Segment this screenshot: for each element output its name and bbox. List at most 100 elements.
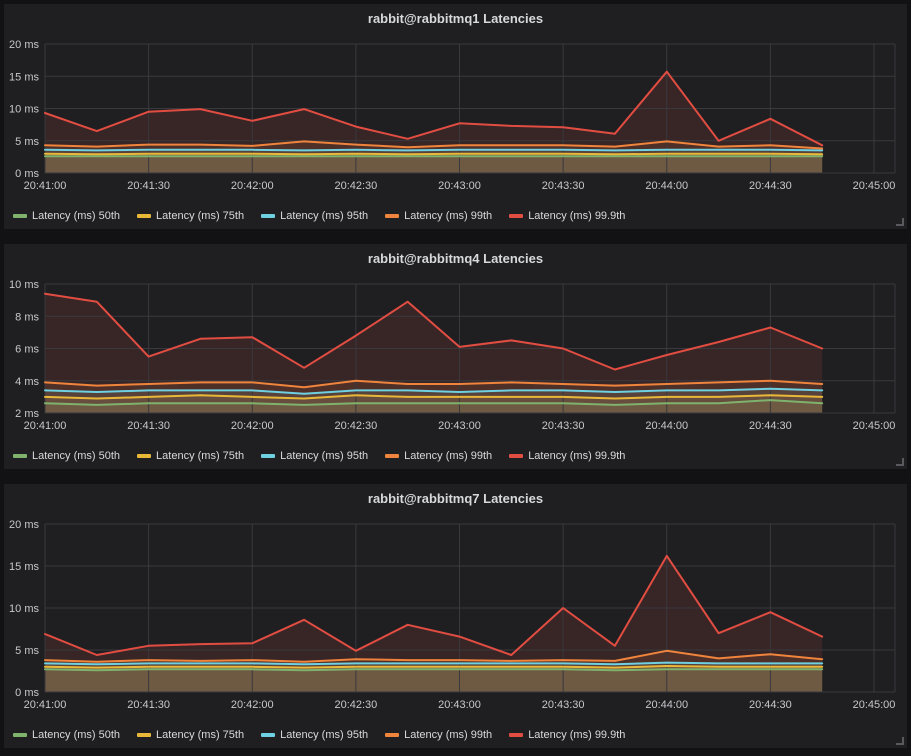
x-tick-label: 20:44:30 [749, 180, 792, 192]
legend-item-latency-ms-99th[interactable]: Latency (ms) 99th [385, 210, 492, 222]
y-tick-label: 0 ms [15, 687, 39, 699]
legend-label: Latency (ms) 99th [404, 210, 493, 222]
line-latency-ms-99th [44, 379, 824, 389]
legend-item-latency-ms-50th[interactable]: Latency (ms) 50th [13, 450, 120, 462]
legend-label: Latency (ms) 50th [32, 210, 121, 222]
y-tick-label: 10 ms [9, 104, 39, 116]
chart-legend: Latency (ms) 50th Latency (ms) 75th Latenc… [4, 722, 907, 748]
area-latency-ms-99-9th [45, 71, 823, 173]
panel-resize-handle-icon[interactable] [896, 218, 904, 226]
x-tick-label: 20:43:00 [438, 180, 481, 192]
legend-item-latency-ms-75th[interactable]: Latency (ms) 75th [137, 210, 244, 222]
legend-item-latency-ms-95th[interactable]: Latency (ms) 95th [261, 450, 368, 462]
panel-rabbitmq7-latencies: rabbit@rabbitmq7 Latencies 0 ms 5 ms 10 ms… [4, 484, 907, 748]
legend-item-latency-ms-95th[interactable]: Latency (ms) 95th [261, 210, 368, 222]
x-tick-label: 20:42:30 [334, 699, 377, 711]
legend-label: Latency (ms) 99th [404, 450, 493, 462]
x-tick-label: 20:44:30 [749, 420, 792, 432]
y-tick-label: 10 ms [9, 279, 39, 291]
legend-swatch-icon [137, 454, 152, 458]
area-latency-ms-50th [45, 156, 823, 173]
legend-swatch-icon [385, 733, 400, 737]
panel-resize-handle-icon[interactable] [896, 737, 904, 745]
y-tick-label: 15 ms [9, 71, 39, 83]
legend-item-latency-ms-75th[interactable]: Latency (ms) 75th [137, 729, 244, 741]
x-tick-label: 20:42:00 [231, 180, 274, 192]
panel-title[interactable]: rabbit@rabbitmq4 Latencies [367, 251, 544, 266]
x-tick-label: 20:43:30 [542, 699, 585, 711]
x-tick-label: 20:44:00 [645, 699, 688, 711]
legend-swatch-icon [385, 454, 400, 458]
line-latency-ms-95th [44, 661, 824, 666]
x-tick-label: 20:41:00 [24, 180, 67, 192]
chart-legend: Latency (ms) 50th Latency (ms) 75th Latenc… [4, 443, 907, 469]
area-latency-ms-75th [45, 153, 823, 173]
legend-item-latency-ms-99-9th[interactable]: Latency (ms) 99.9th [509, 450, 625, 462]
legend-label: Latency (ms) 50th [32, 450, 121, 462]
panel-resize-handle-icon[interactable] [896, 458, 904, 466]
x-tick-label: 20:43:30 [542, 180, 585, 192]
x-tick-label: 20:42:30 [334, 420, 377, 432]
area-latency-ms-50th [45, 669, 823, 692]
legend-swatch-icon [13, 733, 27, 737]
line-latency-ms-99-9th [44, 70, 824, 147]
chart-canvas[interactable]: 2 ms 4 ms 6 ms 8 ms 10 ms 20:41:00 20:41:30 20:… [4, 270, 907, 443]
legend-item-latency-ms-99-9th[interactable]: Latency (ms) 99.9th [509, 729, 625, 741]
chart-canvas[interactable]: 0 ms 5 ms 10 ms 15 ms 20 ms 20:41:00 20:41:30 2… [4, 510, 907, 722]
legend-swatch-icon [509, 214, 524, 218]
y-tick-label: 2 ms [15, 408, 39, 420]
legend-label: Latency (ms) 99.9th [528, 729, 626, 741]
legend-label: Latency (ms) 75th [156, 210, 245, 222]
y-tick-label: 0 ms [15, 168, 39, 180]
x-tick-label: 20:41:30 [127, 420, 170, 432]
x-tick-label: 20:42:00 [231, 420, 274, 432]
latency-chart-rabbitmq7[interactable]: 0 ms 5 ms 10 ms 15 ms 20 ms 20:41:00 20:41:30 2… [4, 510, 907, 722]
legend-swatch-icon [13, 454, 27, 458]
legend-item-latency-ms-99th[interactable]: Latency (ms) 99th [385, 450, 492, 462]
panel-title[interactable]: rabbit@rabbitmq7 Latencies [367, 491, 544, 506]
line-latency-ms-99-9th [44, 554, 824, 656]
area-latency-ms-75th [45, 666, 823, 692]
x-tick-label: 20:45:00 [853, 699, 896, 711]
x-tick-label: 20:41:00 [24, 699, 67, 711]
chart-canvas[interactable]: 0 ms 5 ms 10 ms 15 ms 20 ms 20:41:00 20:41:30 2… [4, 30, 907, 203]
y-tick-label: 4 ms [15, 376, 39, 388]
line-latency-ms-99th [44, 140, 824, 150]
x-tick-label: 20:44:00 [645, 180, 688, 192]
legend-swatch-icon [261, 733, 276, 737]
line-latency-ms-75th [44, 665, 824, 669]
legend-swatch-icon [509, 454, 524, 458]
legend-swatch-icon [261, 214, 276, 218]
legend-item-latency-ms-99th[interactable]: Latency (ms) 99th [385, 729, 492, 741]
latency-chart-rabbitmq4[interactable]: 2 ms 4 ms 6 ms 8 ms 10 ms 20:41:00 20:41:30 20:… [4, 270, 907, 443]
legend-item-latency-ms-75th[interactable]: Latency (ms) 75th [137, 450, 244, 462]
legend-label: Latency (ms) 99th [404, 729, 493, 741]
x-tick-label: 20:42:00 [231, 699, 274, 711]
legend-swatch-icon [13, 214, 27, 218]
x-tick-label: 20:45:00 [853, 420, 896, 432]
y-tick-label: 8 ms [15, 311, 39, 323]
x-tick-label: 20:41:00 [24, 420, 67, 432]
legend-swatch-icon [137, 733, 152, 737]
x-tick-label: 20:45:00 [853, 180, 896, 192]
line-latency-ms-95th [44, 387, 824, 395]
x-tick-label: 20:42:30 [334, 180, 377, 192]
y-tick-label: 20 ms [9, 39, 39, 51]
latency-chart-rabbitmq1[interactable]: 0 ms 5 ms 10 ms 15 ms 20 ms 20:41:00 20:41:30 2… [4, 30, 907, 203]
x-tick-label: 20:43:00 [438, 699, 481, 711]
legend-label: Latency (ms) 99.9th [528, 450, 626, 462]
legend-item-latency-ms-50th[interactable]: Latency (ms) 50th [13, 210, 120, 222]
legend-item-latency-ms-99-9th[interactable]: Latency (ms) 99.9th [509, 210, 625, 222]
legend-item-latency-ms-95th[interactable]: Latency (ms) 95th [261, 729, 368, 741]
x-tick-label: 20:43:30 [542, 420, 585, 432]
y-tick-label: 15 ms [9, 561, 39, 573]
legend-swatch-icon [509, 733, 524, 737]
legend-label: Latency (ms) 95th [280, 450, 369, 462]
x-tick-label: 20:41:30 [127, 180, 170, 192]
panel-title[interactable]: rabbit@rabbitmq1 Latencies [367, 11, 544, 26]
legend-label: Latency (ms) 75th [156, 450, 245, 462]
panel-rabbitmq1-latencies: rabbit@rabbitmq1 Latencies 0 ms 5 ms 10 ms… [4, 4, 907, 229]
legend-item-latency-ms-50th[interactable]: Latency (ms) 50th [13, 729, 120, 741]
legend-label: Latency (ms) 95th [280, 210, 369, 222]
line-latency-ms-95th [44, 148, 824, 152]
